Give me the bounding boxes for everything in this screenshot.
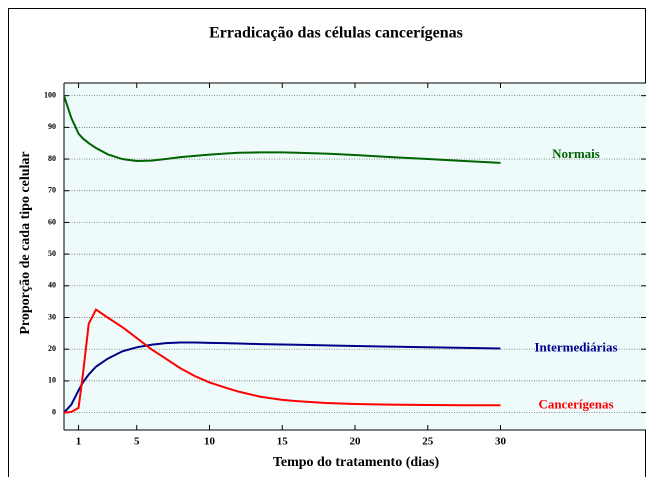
- line: [63, 95, 501, 164]
- x-tick-label: 15: [277, 436, 289, 448]
- line: [63, 308, 501, 414]
- y-tick-label: 50: [48, 249, 56, 258]
- y-tick-label: 70: [48, 186, 56, 195]
- series-label: Intermediárias: [534, 340, 617, 355]
- y-tick-label: 30: [48, 312, 56, 321]
- y-tick-label: 90: [48, 122, 56, 131]
- x-tick-label: 20: [350, 436, 362, 448]
- y-tick-label: 20: [48, 344, 56, 353]
- y-tick-label: 40: [48, 281, 56, 290]
- chart-title: Erradicação das células cancerígenas: [209, 25, 463, 42]
- plot-background: [64, 83, 646, 430]
- x-tick-label: 25: [422, 436, 434, 448]
- y-tick-label: 10: [48, 376, 56, 385]
- line: [63, 341, 501, 414]
- y-tick-label: 0: [52, 407, 56, 416]
- y-tick-label: 100: [44, 91, 56, 100]
- series-label: Cancerígenas: [538, 396, 613, 411]
- x-tick-label: 5: [134, 436, 140, 448]
- y-tick-label: 80: [48, 154, 56, 163]
- x-tick-label: 30: [495, 436, 507, 448]
- series-label: Normais: [552, 146, 600, 161]
- y-tick-label: 60: [48, 217, 56, 226]
- x-axis-label: Tempo do tratamento (dias): [273, 455, 440, 470]
- x-tick-label: 1: [76, 436, 82, 448]
- x-tick-label: 10: [204, 436, 216, 448]
- y-axis-label: Proporção de cada tipo celular: [18, 151, 33, 334]
